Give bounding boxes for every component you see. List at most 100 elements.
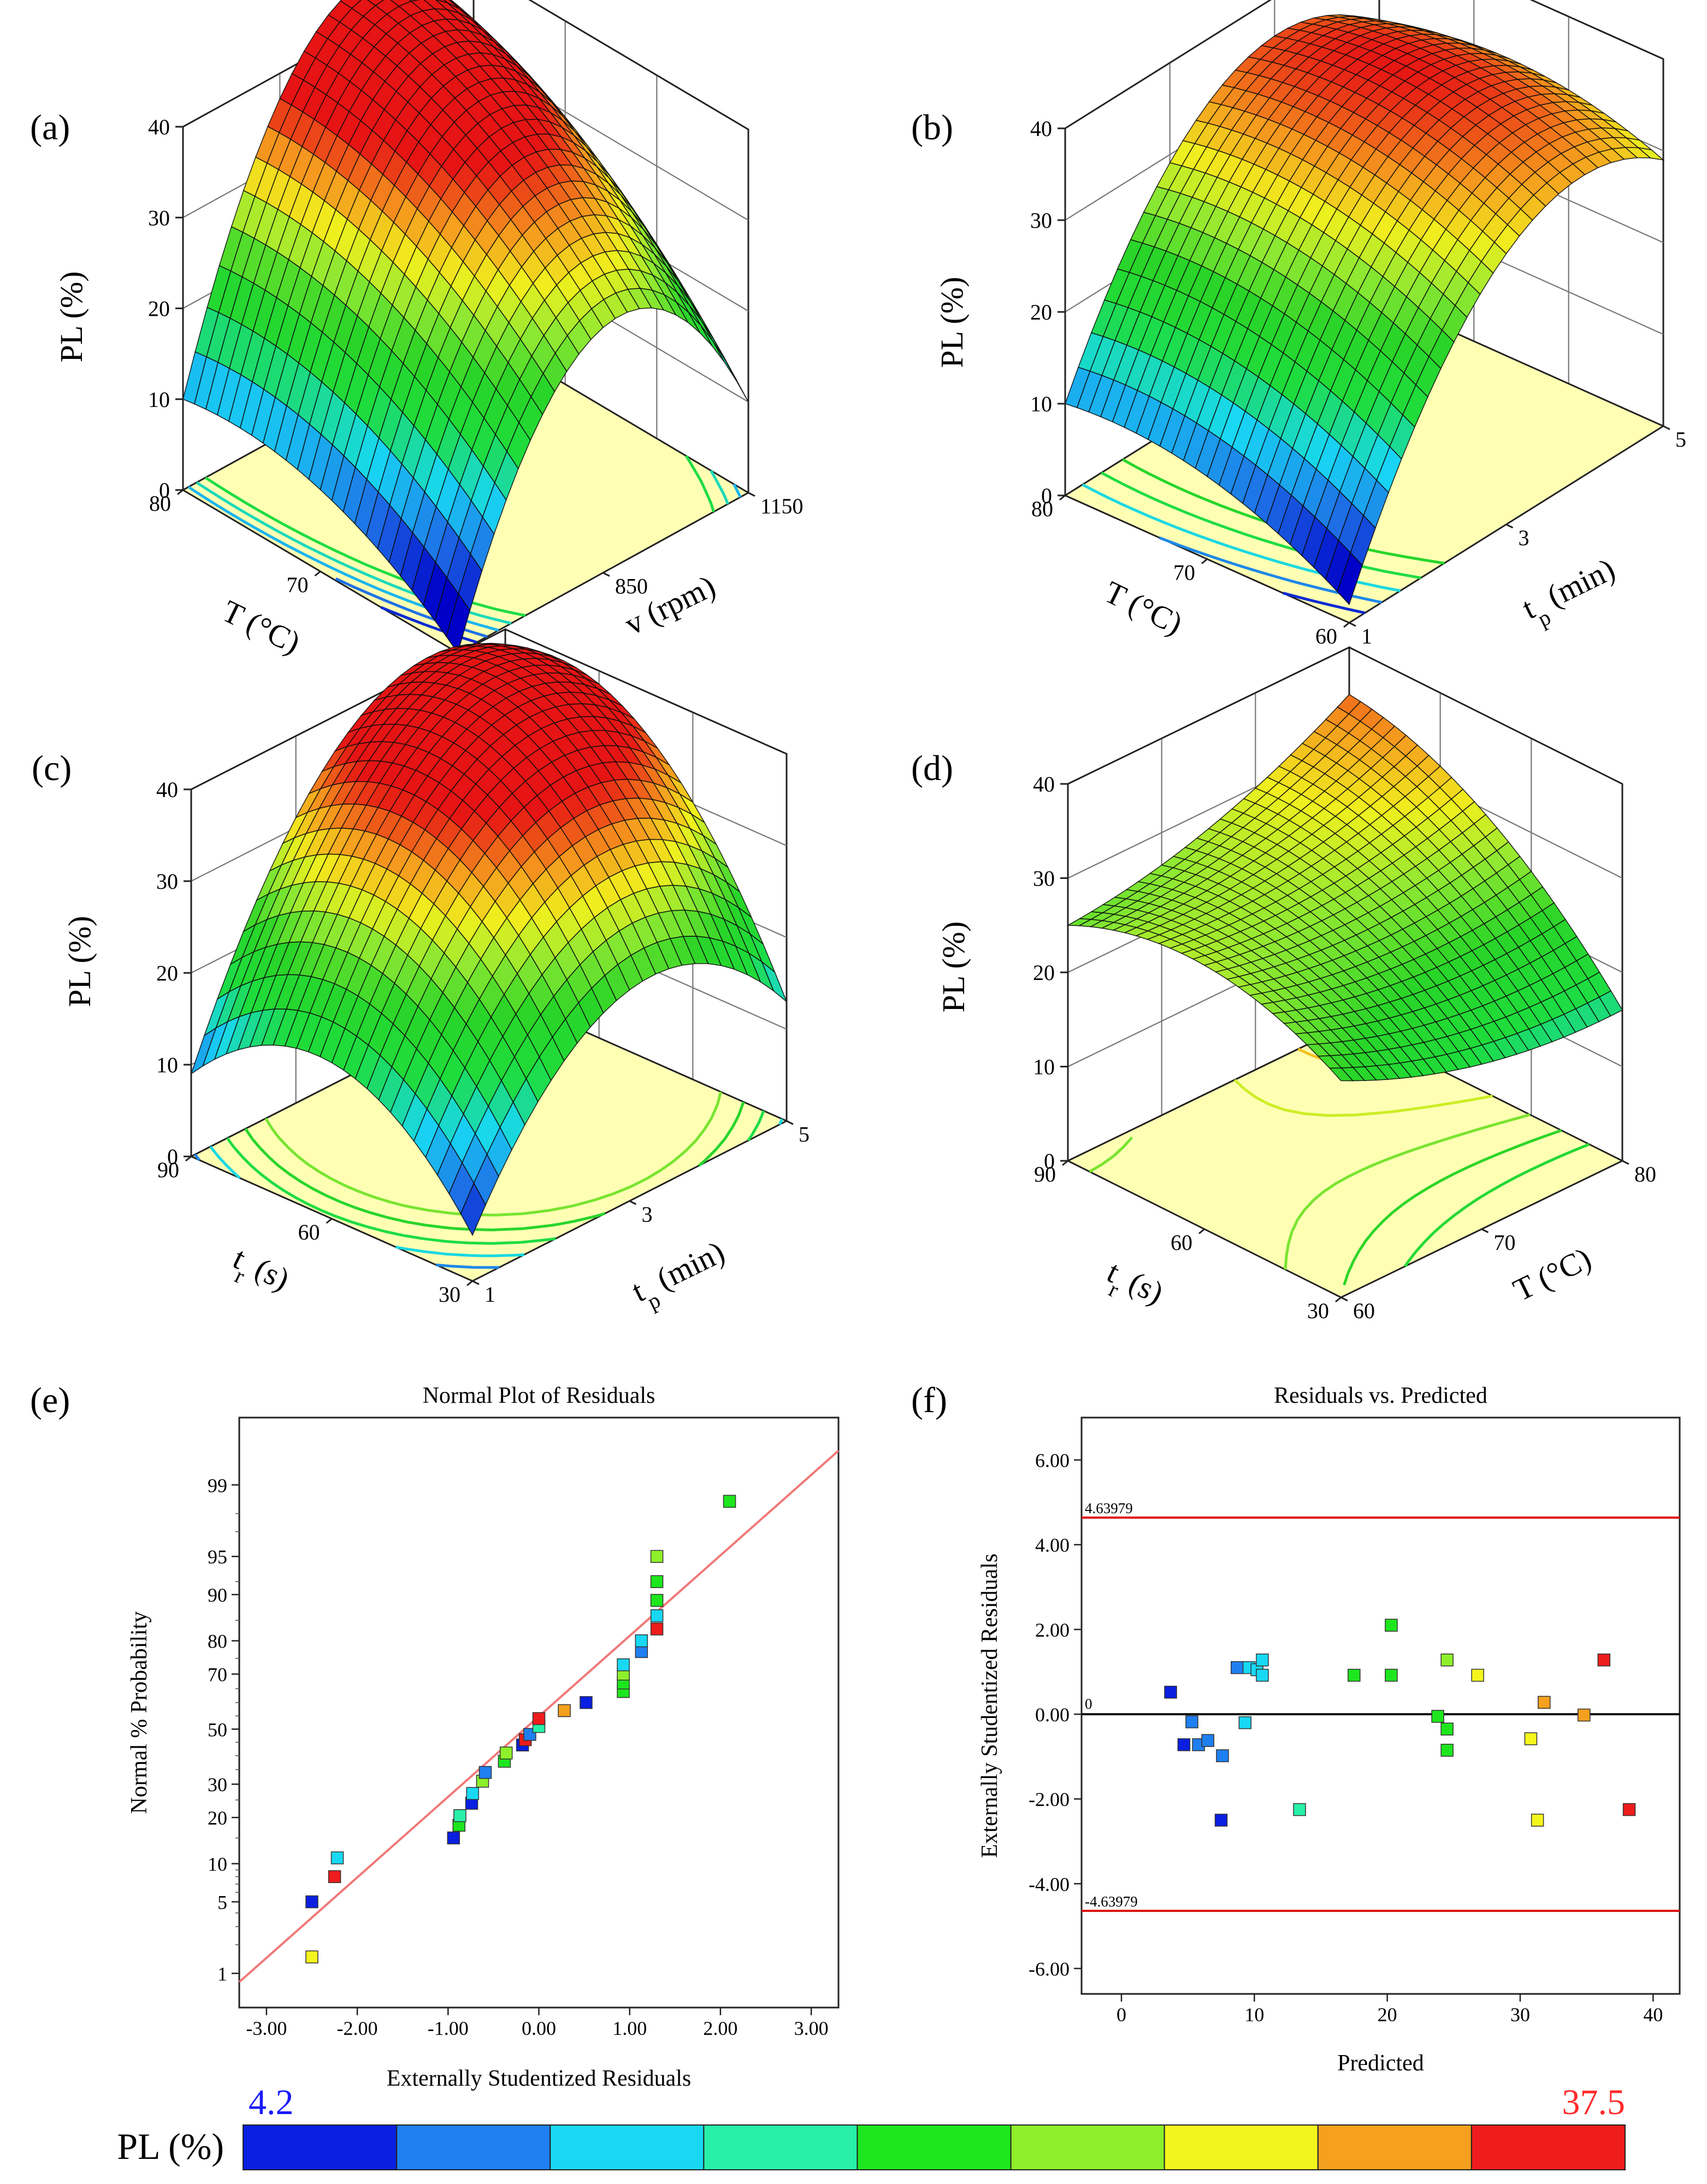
data-point — [1293, 1803, 1306, 1816]
y-tick-label: 30 — [208, 1774, 227, 1796]
z-tick-label: 10 — [1030, 392, 1052, 416]
right-tick — [1622, 1160, 1629, 1165]
y-axis-title: Normal % Probability — [127, 1612, 152, 1814]
y-tick-label: 99 — [208, 1474, 227, 1496]
left-tick — [177, 489, 184, 495]
data-point — [650, 1622, 664, 1636]
y-tick-label: 6.00 — [1035, 1450, 1070, 1472]
data-point — [1440, 1722, 1454, 1736]
z-tick-label: 30 — [1030, 208, 1052, 233]
data-point — [1348, 1668, 1361, 1682]
right-tick-label: 1 — [485, 1282, 495, 1307]
left-tick-label: 80 — [1031, 497, 1053, 521]
data-point — [617, 1658, 630, 1672]
y-tick-label: -2.00 — [1029, 1788, 1070, 1810]
floor-contour-line — [204, 455, 715, 617]
z-axis-title: PL (%) — [62, 916, 97, 1007]
z-tick-label: 10 — [148, 387, 170, 412]
right-tick — [1481, 1228, 1489, 1233]
left-tick — [1059, 494, 1066, 501]
data-point — [1578, 1708, 1591, 1722]
surface-cell — [1328, 1067, 1354, 1082]
data-point — [1471, 1668, 1484, 1682]
x-tick-label: -3.00 — [246, 2017, 287, 2039]
left-tick-label: 60 — [298, 1220, 320, 1244]
data-point — [330, 1851, 344, 1864]
left-tick-label: 60 — [1315, 624, 1337, 648]
floor-contour-line — [1283, 592, 1366, 615]
data-point — [1214, 1814, 1228, 1827]
z-tick-label: 20 — [148, 297, 170, 321]
y-tick-label: 95 — [208, 1546, 227, 1568]
data-point — [1216, 1749, 1229, 1762]
x-tick-label: 3.00 — [794, 2017, 829, 2039]
y-tick-label: 4.00 — [1035, 1534, 1070, 1556]
y-tick-label: 0.00 — [1035, 1704, 1070, 1726]
data-point — [580, 1696, 593, 1709]
data-point — [1256, 1668, 1269, 1682]
wall-gridline — [182, 0, 749, 130]
x-tick-label: 20 — [1378, 2004, 1397, 2026]
data-point — [447, 1831, 460, 1845]
data-point — [1185, 1715, 1198, 1728]
right-tick — [786, 1120, 794, 1125]
right-tick-label: 60 — [1353, 1298, 1375, 1323]
z-axis-title: PL (%) — [934, 277, 970, 368]
left-tick — [1343, 622, 1350, 628]
z-tick-label: 30 — [148, 205, 170, 230]
right-tick — [1663, 425, 1670, 430]
z-tick-label: 30 — [156, 869, 178, 894]
x-tick-label: -1.00 — [428, 2017, 469, 2039]
colorbar-segment — [1010, 2124, 1165, 2170]
chart-title: Residuals vs. Predicted — [1274, 1383, 1487, 1408]
residuals-vs-predicted-panel: (f) Residuals vs. Predicted -6.00 -4.00 -2.0… — [911, 1380, 1681, 2076]
data-point — [635, 1645, 648, 1658]
right-tick-label: 1 — [1361, 624, 1372, 648]
x-axis-title: Externally Studentized Residuals — [387, 2066, 692, 2091]
right-tick — [1349, 622, 1356, 627]
data-point — [1440, 1744, 1454, 1757]
z-axis-title: PL (%) — [54, 271, 89, 363]
x-tick-label: 1.00 — [612, 2017, 647, 2039]
data-point — [650, 1593, 664, 1607]
data-point — [1538, 1696, 1551, 1709]
data-point — [1531, 1814, 1544, 1827]
left-tick — [1062, 1160, 1068, 1166]
right-tick-label: 5 — [1675, 427, 1686, 452]
wall-gridline — [1065, 0, 1664, 129]
floor-contour-line — [209, 1118, 784, 1258]
colorbar-min-label: 4.2 — [249, 2082, 294, 2122]
colorbar-segment — [1163, 2124, 1319, 2170]
left-tick — [1198, 1228, 1205, 1235]
data-point — [1524, 1732, 1538, 1745]
y-tick-label: 50 — [208, 1719, 227, 1740]
z-axis-title: PL (%) — [936, 922, 971, 1013]
wall-gridline — [191, 628, 787, 790]
data-point — [650, 1575, 664, 1589]
data-point — [1385, 1668, 1398, 1682]
data-point — [305, 1895, 318, 1909]
data-point — [499, 1746, 513, 1760]
right-tick — [603, 572, 610, 577]
z-tick-label: 20 — [1033, 960, 1055, 985]
right-tick — [1505, 523, 1514, 529]
right-tick-label: 80 — [1634, 1162, 1656, 1187]
colorbar-segment — [396, 2124, 551, 2170]
left-tick — [185, 1155, 192, 1162]
colorbar-segment — [1317, 2124, 1472, 2170]
data-point — [635, 1634, 648, 1648]
left-tick — [1201, 558, 1208, 564]
data-point — [1164, 1685, 1177, 1699]
colorbar-segment — [550, 2124, 705, 2170]
colorbar-segment — [857, 2124, 1012, 2170]
x-tick-label: 0 — [1117, 2004, 1126, 2026]
data-point — [1440, 1653, 1454, 1667]
left-tick-label: 80 — [149, 491, 171, 516]
colorbar: PL (%) 4.2 37.5 — [117, 2082, 1626, 2170]
left-tick-label: 60 — [1171, 1230, 1192, 1255]
data-point — [453, 1809, 466, 1822]
data-point — [1431, 1710, 1444, 1723]
upper-limit-label: 4.63979 — [1085, 1500, 1133, 1516]
z-tick-label: 0 — [159, 478, 170, 503]
